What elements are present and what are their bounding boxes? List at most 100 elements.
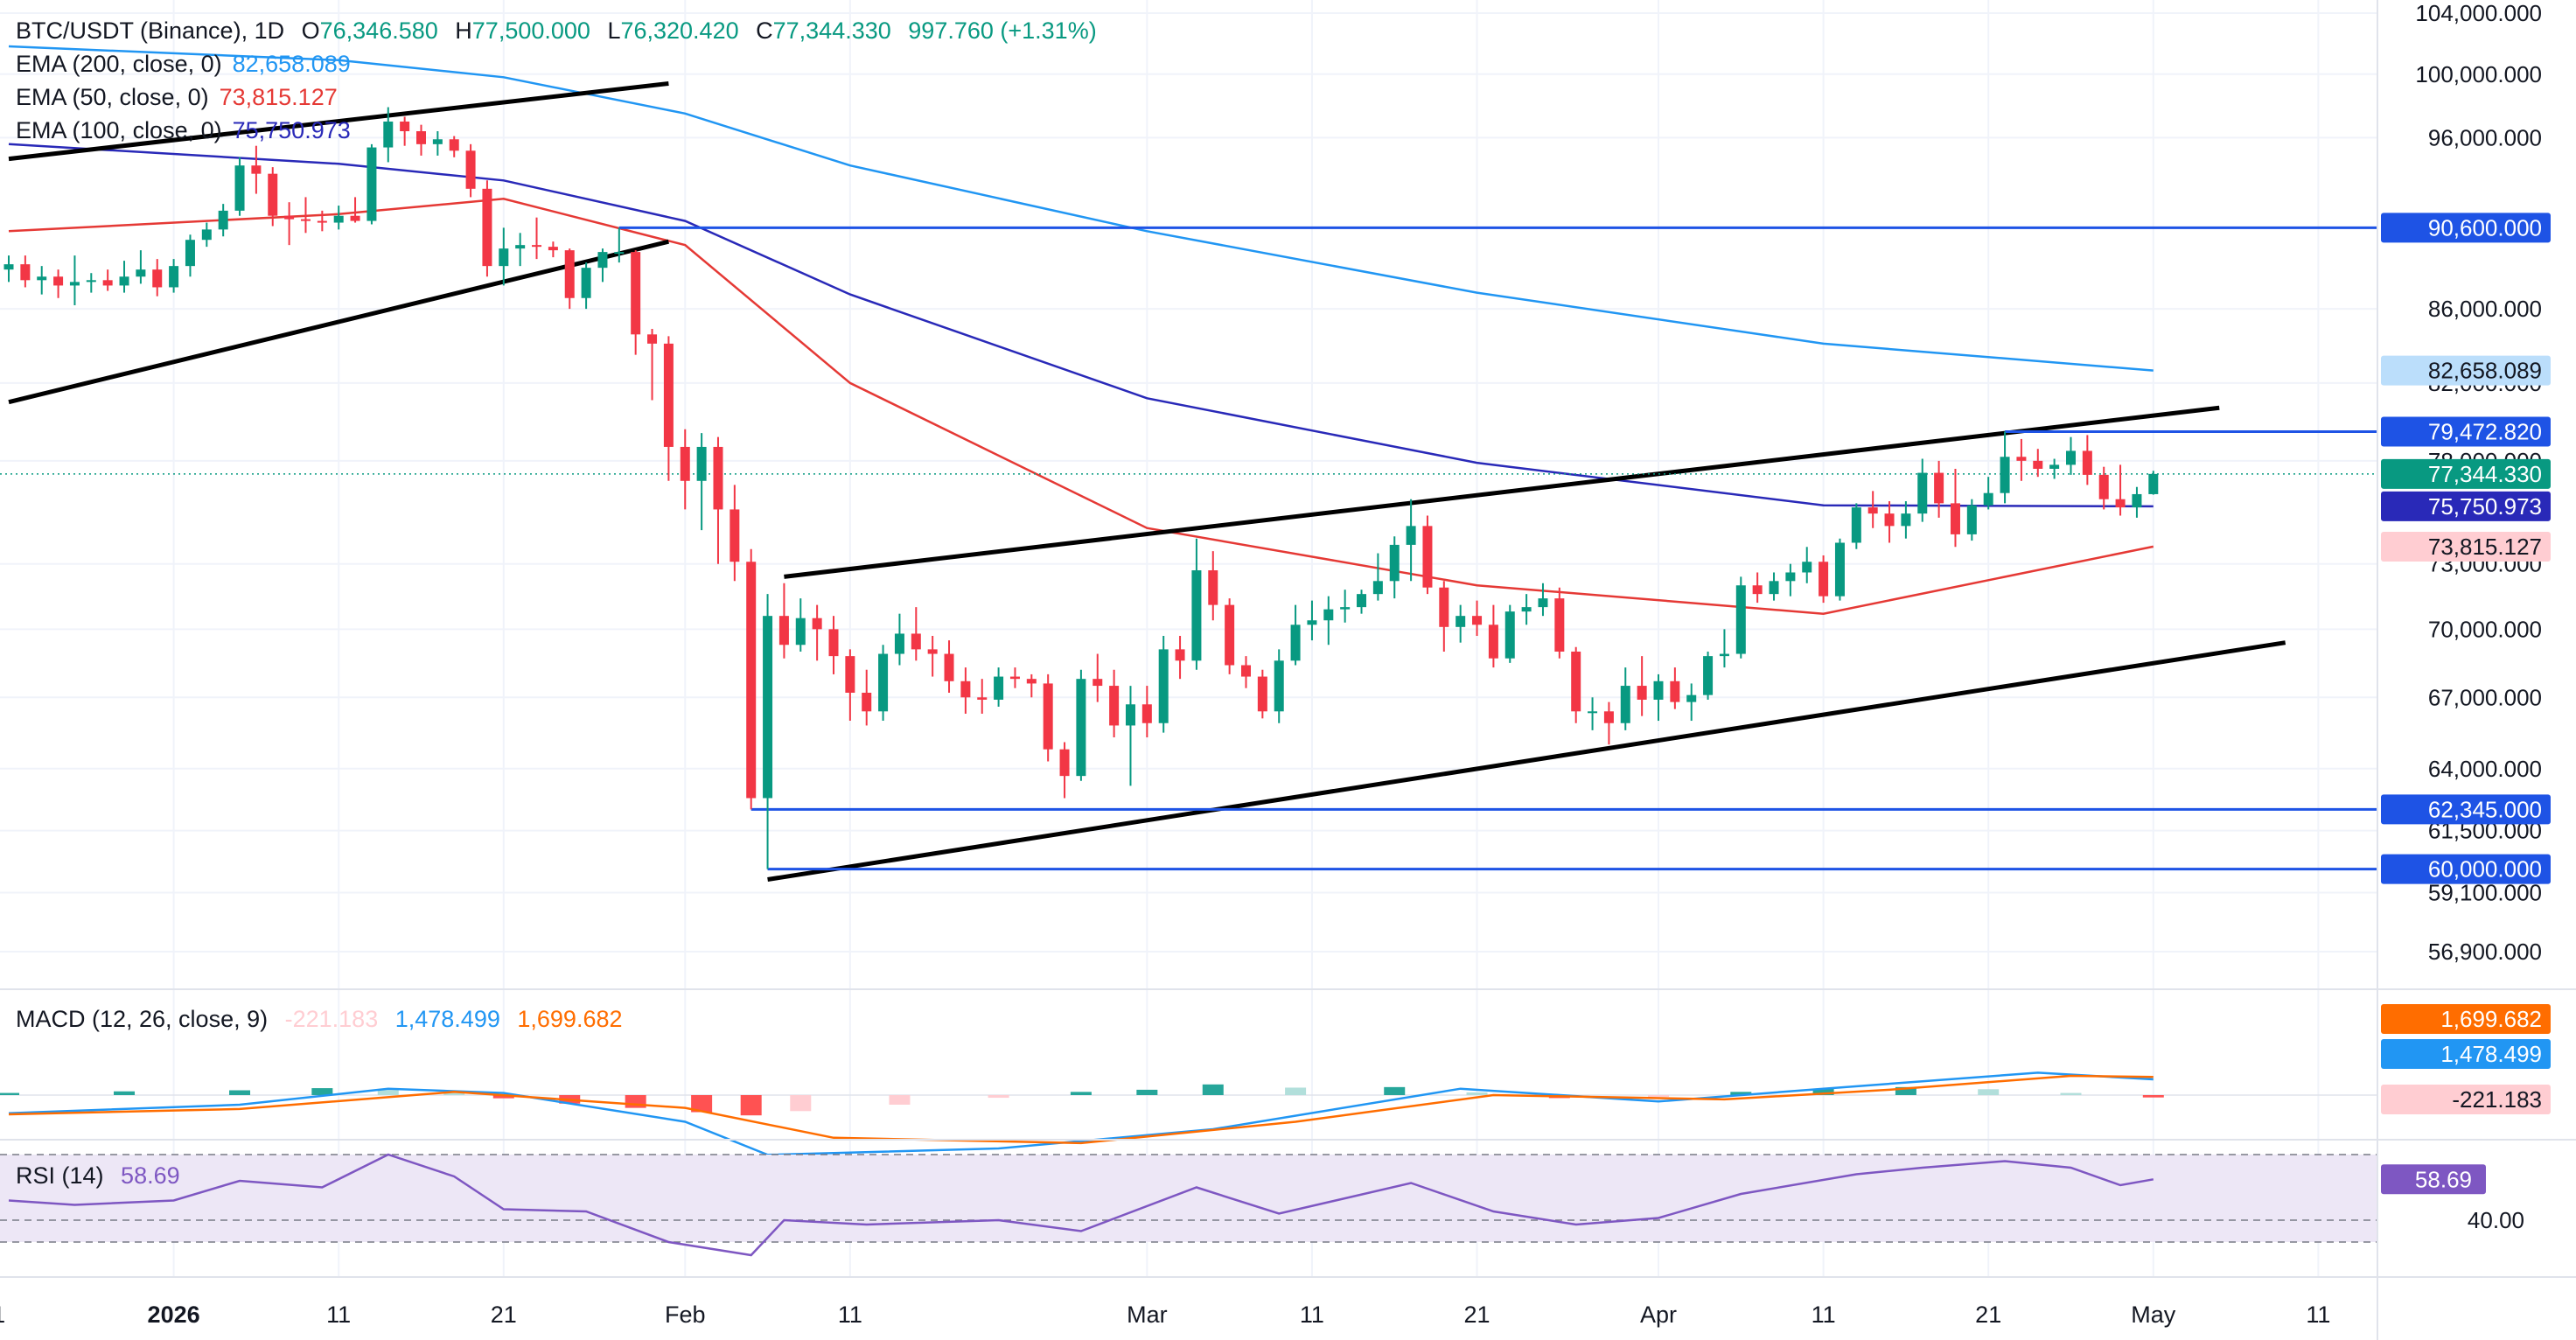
low-value: 76,320.420 [620, 17, 738, 44]
candle-body [1719, 653, 1729, 657]
candle [680, 429, 690, 510]
candle [1966, 499, 1977, 541]
candle [1225, 598, 1235, 674]
candle-body [1588, 711, 1598, 714]
candle [1867, 491, 1878, 528]
candle-body [1225, 604, 1235, 666]
time-tick-label: 11 [2306, 1302, 2330, 1328]
candle-body [152, 269, 163, 288]
candle-body [2082, 450, 2092, 475]
candle [1571, 646, 1581, 723]
candle [1588, 697, 1598, 730]
candle-body [1538, 598, 1548, 608]
macd-histogram-bar [1978, 1089, 2000, 1095]
price-label-level: 90,600.000 [2381, 213, 2551, 243]
trendline[interactable] [8, 81, 669, 162]
macd-histogram-bar [1730, 1092, 1752, 1095]
macd-histogram-bar [790, 1095, 812, 1112]
candle-body [1653, 680, 1664, 700]
candle-body [730, 509, 740, 562]
macd-histogram-bar [1202, 1084, 1224, 1095]
macd-legend[interactable]: MACD (12, 26, close, 9) -221.183 1,478.4… [16, 1006, 623, 1032]
rsi-value-box [2381, 1164, 2486, 1195]
candle-body [1043, 683, 1053, 750]
candle-body [1901, 513, 1911, 527]
open-value: 76,346.580 [320, 17, 438, 44]
candle-body [69, 282, 80, 286]
candle [960, 667, 971, 714]
candle [1472, 600, 1483, 637]
candle [647, 329, 658, 401]
price-labels: 90,600.000 82,658.089 79,472.820 77,344.330… [2381, 213, 2551, 884]
price-label-box [2381, 854, 2551, 884]
candle [1752, 572, 1763, 604]
price-tick-label: 70,000.000 [2428, 616, 2542, 642]
candle [597, 248, 608, 283]
candle-body [581, 268, 591, 298]
candle [1488, 604, 1498, 668]
candle [169, 259, 179, 293]
rsi-legend[interactable]: RSI (14) 58.69 [16, 1162, 180, 1189]
macd-histogram-bar [443, 1092, 465, 1095]
ema200-legend[interactable]: EMA (200, close, 0) 82,658.089 [16, 51, 351, 77]
candle-body [994, 676, 1004, 700]
candle-body [1456, 616, 1466, 627]
time-tick-label: 21 [491, 1302, 517, 1328]
ema100-legend[interactable]: EMA (100, close, 0) 75,750.973 [16, 117, 351, 143]
candle [1456, 604, 1466, 643]
macd-signal-line [8, 1074, 2154, 1145]
macd-axis-label-text: -221.183 [2452, 1086, 2542, 1113]
candle-body [218, 210, 228, 230]
candle-body [1158, 649, 1169, 723]
macd-histogram-bar [1812, 1088, 1834, 1095]
candle [416, 124, 426, 156]
price-label-box [2381, 491, 2551, 521]
candle [1620, 667, 1630, 730]
candle [1686, 683, 1697, 722]
candle-body [2115, 499, 2126, 508]
horizontal-levels[interactable] [0, 226, 2377, 871]
trend-lines[interactable] [8, 81, 2286, 882]
candle-body [2033, 460, 2043, 469]
candle-body [1884, 513, 1895, 527]
trendline[interactable] [767, 640, 2286, 882]
candle-body [350, 215, 360, 221]
candle-body [812, 618, 822, 630]
candle-body [713, 446, 723, 510]
candle-body [3, 264, 14, 270]
candle [367, 143, 377, 225]
macd-histogram-bar [1136, 1089, 1158, 1095]
candle [2066, 436, 2076, 475]
ema200-line [8, 45, 2154, 372]
candle [763, 594, 773, 869]
change-value: 997.760 (+1.31%) [908, 17, 1096, 44]
candle [1851, 503, 1861, 549]
trendline[interactable] [784, 405, 2220, 579]
macd-axis-label-text: 1,478.499 [2440, 1041, 2542, 1067]
macd-axis-label: 1,699.682 [2381, 1004, 2551, 1034]
candle [663, 336, 674, 481]
price-tick-label: 64,000.000 [2428, 756, 2542, 782]
time-tick-label: 21 [0, 1302, 5, 1328]
ema50-legend[interactable]: EMA (50, close, 0) 73,815.127 [16, 84, 338, 110]
candle [2000, 431, 2010, 504]
price-label-text: 79,472.820 [2428, 419, 2542, 445]
candle-body [911, 633, 921, 650]
price-label-box [2381, 458, 2551, 489]
candle-body [2132, 493, 2142, 508]
candle [1521, 594, 1532, 625]
candle-body [927, 649, 938, 654]
macd-histogram-bar [492, 1095, 514, 1099]
candle-body [1670, 680, 1680, 702]
candle [1884, 501, 1895, 543]
trendline[interactable] [8, 239, 669, 405]
candle-body [1867, 507, 1878, 514]
candle-body [878, 653, 889, 712]
header-legend: BTC/USDT (Binance), 1D O76,346.580 H77,5… [16, 17, 1097, 44]
candle [1307, 600, 1317, 641]
candle [1357, 590, 1367, 614]
candle-body [251, 165, 262, 174]
candle-body [416, 131, 426, 144]
candle-body [1372, 581, 1383, 595]
